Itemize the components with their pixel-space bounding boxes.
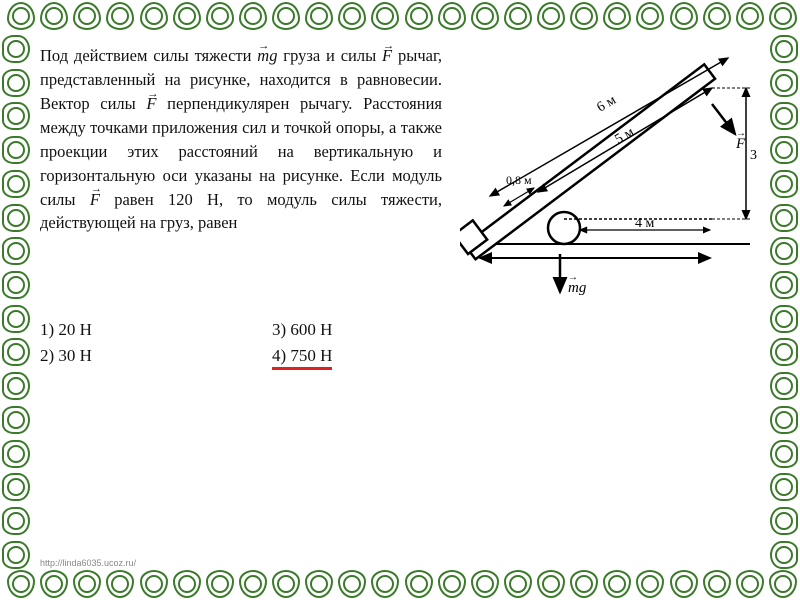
label-4m: 4 м (635, 216, 655, 231)
answer-4: 4) 750 Н (272, 346, 332, 370)
answer-options: 1) 20 Н 2) 30 Н 3) 600 Н 4) 750 Н (40, 320, 760, 370)
diagram-svg: F → mg → 6 м 5 м 0,8 м 4 м (460, 44, 760, 304)
label-6m: 6 м (595, 93, 619, 116)
answers-left-col: 1) 20 Н 2) 30 Н (40, 320, 92, 370)
label-3m: 3 м (750, 148, 760, 163)
answers-right-col: 3) 600 Н 4) 750 Н (272, 320, 332, 370)
lever-diagram: F → mg → 6 м 5 м 0,8 м 4 м (460, 44, 760, 304)
label-08m: 0,8 м (506, 173, 532, 187)
vector-mg: mg (257, 46, 277, 65)
text: Под действием силы тяжести (40, 46, 257, 65)
answer-2: 2) 30 Н (40, 346, 92, 366)
correct-answer: 4) 750 Н (272, 346, 332, 370)
vector-F: F (146, 94, 156, 113)
vector-F: F (382, 46, 392, 65)
footer-url: http://linda6035.ucoz.ru/ (40, 558, 136, 568)
vector-F: F (90, 190, 100, 209)
problem-block: Под действием силы тяжести mg груза и си… (40, 44, 760, 304)
slide-content: Под действием силы тяжести mg груза и си… (40, 44, 760, 560)
text: груза и силы (277, 46, 382, 65)
answer-3: 3) 600 Н (272, 320, 332, 340)
svg-text:→: → (736, 128, 746, 139)
svg-text:→: → (568, 272, 578, 283)
problem-text: Под действием силы тяжести mg груза и си… (40, 44, 442, 304)
answer-1: 1) 20 Н (40, 320, 92, 340)
